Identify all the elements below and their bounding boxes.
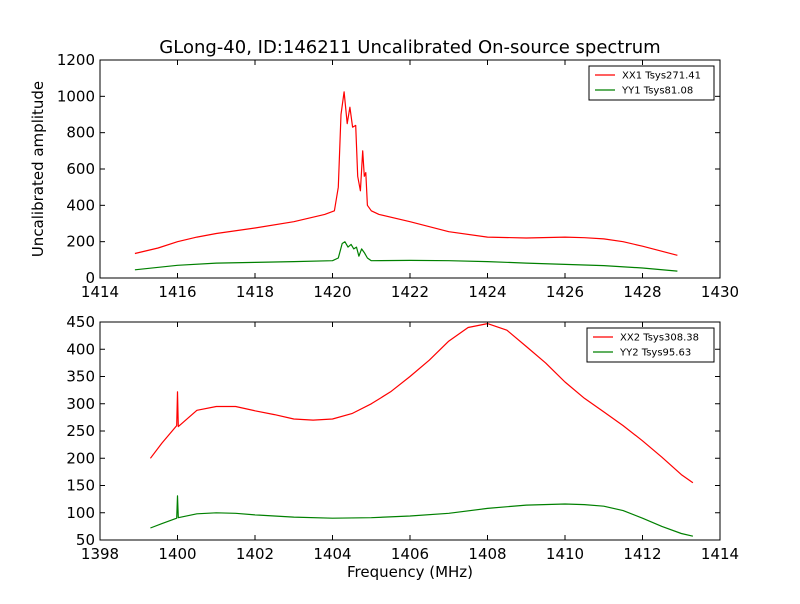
x-tick-label: 1398 xyxy=(81,545,119,563)
chart-title: GLong-40, ID:146211 Uncalibrated On-sour… xyxy=(159,37,660,58)
legend-entry: XX1 Tsys271.41 xyxy=(622,71,701,82)
axes-frame xyxy=(99,59,721,279)
y-tick-label: 800 xyxy=(66,124,95,142)
y-tick-label: 0 xyxy=(85,269,95,287)
y-tick-label: 1000 xyxy=(57,87,95,105)
x-tick-label: 1402 xyxy=(236,545,274,563)
x-tick-label: 1414 xyxy=(81,283,119,301)
legend-entry: YY1 Tsys81.08 xyxy=(621,86,693,97)
x-tick-label: 1410 xyxy=(546,545,584,563)
x-tick-label: 1406 xyxy=(391,545,429,563)
y-tick-label: 200 xyxy=(66,233,95,251)
panel-top: 1414 1416 1418 1420 1422 1424 1426 1428 1430 0 200… xyxy=(29,51,739,301)
axes-frame xyxy=(99,321,721,541)
x-tick-label: 1400 xyxy=(158,545,196,563)
x-tick-label: 1430 xyxy=(701,283,739,301)
y-tick-label: 250 xyxy=(66,422,95,440)
legend-box xyxy=(588,65,715,101)
x-tick-label: 1426 xyxy=(546,283,584,301)
x-tick-label: 1422 xyxy=(391,283,429,301)
x-tick-label: 1416 xyxy=(158,283,196,301)
x-tick-label: 1428 xyxy=(623,283,661,301)
x-axis-label: Frequency (MHz) xyxy=(347,563,473,581)
x-tick-label: 1404 xyxy=(313,545,351,563)
x-tick-label: 1414 xyxy=(701,545,739,563)
series-line-red xyxy=(149,323,694,484)
y-tick-label: 200 xyxy=(66,449,95,467)
x-tick-label: 1418 xyxy=(236,283,274,301)
legend-entry: XX2 Tsys308.38 xyxy=(620,333,699,344)
y-tick-label: 150 xyxy=(66,477,95,495)
panel-bottom: 1398 1400 1402 1404 1406 1408 1410 1412 1414 50 10… xyxy=(66,313,739,581)
y-tick-label: 450 xyxy=(66,313,95,331)
x-tick-label: 1408 xyxy=(468,545,506,563)
y-tick-label: 400 xyxy=(66,340,95,358)
legend-box xyxy=(586,327,715,363)
series-line-green xyxy=(134,241,678,272)
series-line-green xyxy=(150,495,694,537)
x-tick-label: 1424 xyxy=(468,283,506,301)
y-tick-label: 350 xyxy=(66,368,95,386)
y-axis-label: Uncalibrated amplitude xyxy=(29,81,47,257)
y-tick-label: 1200 xyxy=(57,51,95,69)
x-tick-label: 1412 xyxy=(623,545,661,563)
y-tick-label: 600 xyxy=(66,160,95,178)
y-tick-label: 50 xyxy=(76,531,95,549)
y-tick-label: 300 xyxy=(66,395,95,413)
legend-entry: YY2 Tsys95.63 xyxy=(619,348,691,359)
y-tick-label: 100 xyxy=(66,504,95,522)
y-tick-label: 400 xyxy=(66,196,95,214)
x-tick-label: 1420 xyxy=(313,283,351,301)
series-line-red xyxy=(134,91,678,256)
